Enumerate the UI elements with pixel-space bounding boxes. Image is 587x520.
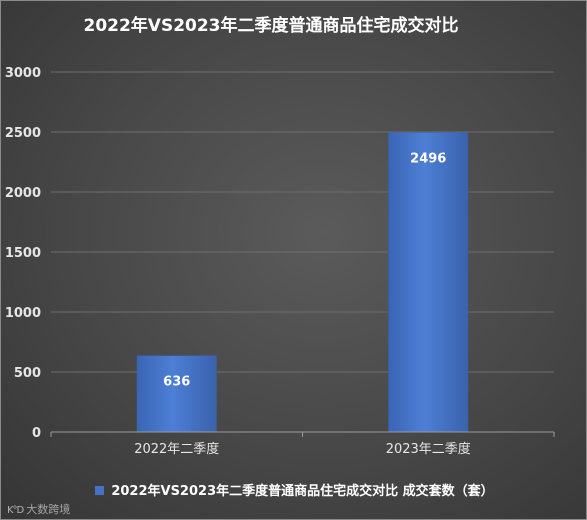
x-axis: 2022年二季度 2023年二季度	[50, 431, 555, 457]
data-labels: 636 2496	[163, 151, 446, 389]
chart-title: 2022年VS2023年二季度普通商品住宅成交对比	[83, 16, 459, 36]
bar-1	[136, 355, 217, 433]
watermark-logo: K°D	[7, 505, 24, 516]
gridlines	[51, 71, 554, 373]
y-axis-ticks: 0 500 1000 1500 2000 2500 3000	[5, 66, 41, 441]
watermark: K°D 大数跨境	[7, 501, 70, 517]
legend-swatch	[95, 486, 105, 495]
watermark-text: 大数跨境	[26, 503, 71, 516]
data-label-1: 636	[163, 375, 190, 390]
legend-label: 2022年VS2023年二季度普通商品住宅成交对比 成交套数（套）	[111, 484, 494, 499]
y-tick-label: 3000	[5, 66, 41, 81]
x-category-label-1: 2022年二季度	[134, 441, 219, 457]
y-tick-label: 2000	[5, 186, 41, 201]
y-tick-label: 1500	[5, 246, 41, 261]
legend: 2022年VS2023年二季度普通商品住宅成交对比 成交套数（套）	[1, 480, 586, 499]
data-label-2: 2496	[410, 151, 446, 166]
y-tick-label: 2500	[5, 126, 41, 141]
y-tick-label: 0	[32, 426, 41, 441]
x-category-label-2: 2023年二季度	[386, 441, 471, 457]
bar-2	[388, 132, 469, 433]
y-tick-label: 500	[14, 366, 41, 381]
bars	[136, 132, 469, 433]
y-tick-label: 1000	[5, 306, 41, 321]
